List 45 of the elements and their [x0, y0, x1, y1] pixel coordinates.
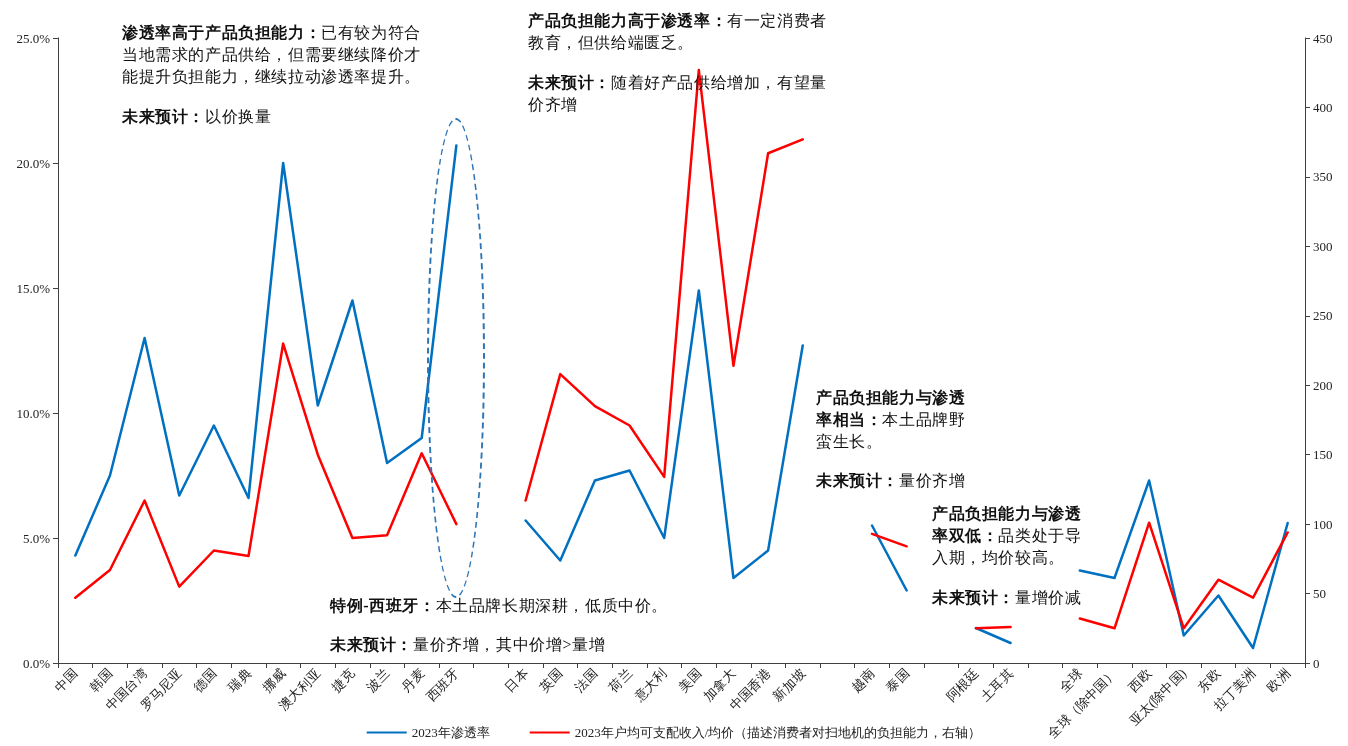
- y-tick-label: 5.0%: [22, 530, 51, 546]
- annotation: 产品负担能力与渗透率双低：品类处于导入期，均价较高。: [932, 505, 1082, 566]
- text: 产品负担能力高于渗透率：有一定消费者教育，但供给端匮乏。: [528, 12, 827, 51]
- y-tick-label: 15.0%: [16, 280, 51, 296]
- y-tick-label: 25.0%: [16, 30, 51, 46]
- annotation: 未来预计：量价齐增，其中价增>量增: [330, 636, 606, 653]
- x-tick-label: 西欧: [1125, 665, 1155, 695]
- x-tick-label: 阿根廷: [943, 665, 982, 704]
- x-tick-label: 东欧: [1194, 665, 1224, 695]
- x-tick-label: 欧洲: [1263, 665, 1293, 695]
- annotation: 未来预计：量增价减: [932, 589, 1082, 606]
- x-tick-label: 捷克: [328, 665, 358, 695]
- annotation: 渗透率高于产品负担能力：已有较为符合当地需求的产品供给，但需要继续降价才能提升负担能力，继续拉动渗透率提升。: [122, 24, 421, 85]
- x-tick-label: 新加坡: [769, 665, 809, 704]
- legend-label: 2023年户均可支配收入/均价（描述消费者对扫地机的负担能力，右轴）: [574, 725, 982, 740]
- y2-tick-label: 0: [1313, 655, 1320, 671]
- y-tick-label: 20.0%: [16, 155, 51, 171]
- x-tick-label: 全球: [1056, 665, 1086, 695]
- annotation: 产品负担能力与渗透率相当：本土品牌野蛮生长。: [816, 389, 966, 450]
- x-tick-label: 波兰: [363, 665, 393, 695]
- y2-tick-label: 400: [1313, 99, 1333, 115]
- y2-tick-label: 250: [1313, 308, 1333, 324]
- y2-tick-label: 150: [1313, 447, 1333, 463]
- y2-tick-label: 50: [1313, 586, 1326, 602]
- x-tick-label: 英国: [536, 665, 566, 695]
- y2-tick-label: 100: [1313, 516, 1333, 532]
- x-tick-label: 日本: [501, 665, 531, 695]
- annotation: 特例-西班牙：本土品牌长期深耕，低质中价。: [330, 597, 668, 614]
- y2-tick-label: 450: [1313, 30, 1333, 46]
- y-tick-label: 10.0%: [16, 405, 51, 421]
- y2-tick-label: 200: [1313, 377, 1333, 393]
- x-tick-label: 挪威: [259, 665, 289, 695]
- x-tick-label: 法国: [571, 665, 601, 695]
- annotation: 未来预计：以价换量: [122, 108, 272, 125]
- x-tick-label: 德国: [190, 665, 220, 695]
- x-tick-label: 荷兰: [605, 665, 635, 695]
- x-tick-label: 瑞典: [224, 665, 254, 695]
- x-tick-label: 中国: [51, 665, 81, 695]
- annotation: 未来预计：量价齐增: [816, 472, 966, 489]
- x-tick-label: 越南: [848, 665, 878, 695]
- y2-tick-label: 350: [1313, 169, 1333, 185]
- y2-tick-label: 300: [1313, 238, 1333, 254]
- y-tick-label: 0.0%: [22, 655, 51, 671]
- legend-label: 2023年渗透率: [411, 725, 490, 740]
- x-tick-label: 泰国: [882, 665, 912, 695]
